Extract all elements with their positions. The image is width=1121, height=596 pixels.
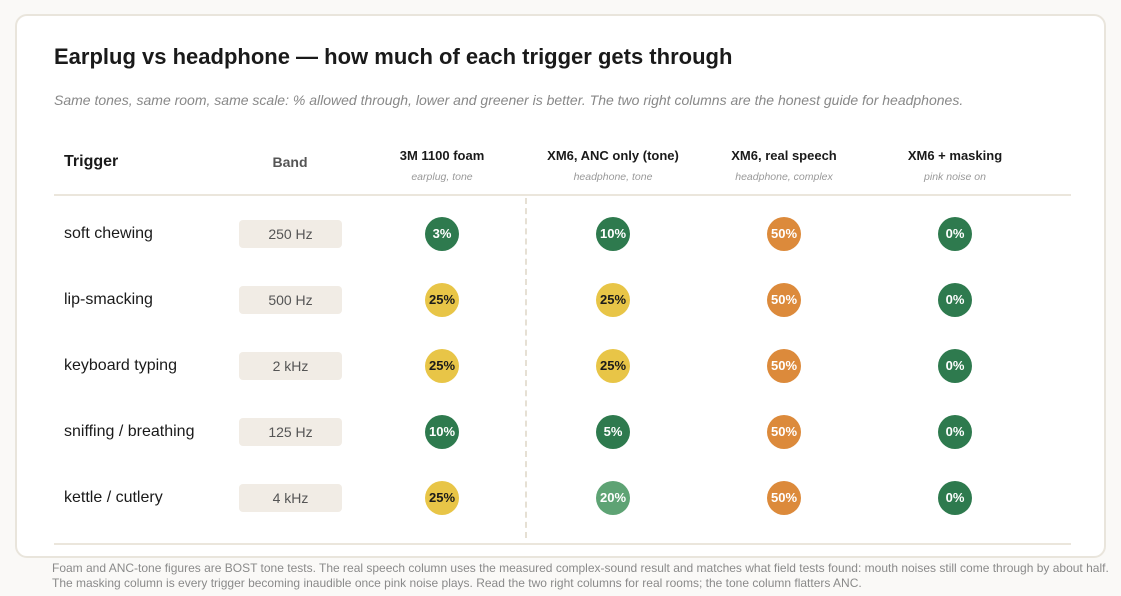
trigger-name: lip-smacking	[64, 291, 153, 308]
value-dot-real-speech: 50%	[767, 481, 801, 515]
header-foam-label: 3M 1100 foam	[399, 148, 485, 163]
table-row: soft chewing 250 Hz 3% 10% 50% 0%	[17, 216, 1108, 282]
header-foam: 3M 1100 foam earplug, tone	[347, 148, 537, 183]
header-real-speech-label: XM6, real speech	[731, 148, 837, 163]
value-dot-masking: 0%	[938, 415, 972, 449]
comparison-card: Earplug vs headphone — how much of each …	[15, 14, 1106, 558]
trigger-name: kettle / cutlery	[64, 489, 163, 506]
value-dot-anc-tone: 5%	[596, 415, 630, 449]
value-dot-real-speech: 50%	[767, 283, 801, 317]
value-dot-foam: 25%	[425, 349, 459, 383]
value-dot-foam: 3%	[425, 217, 459, 251]
value-dot-real-speech: 50%	[767, 349, 801, 383]
header-divider	[54, 194, 1071, 196]
table-row: keyboard typing 2 kHz 25% 25% 50% 0%	[17, 348, 1108, 414]
header-trigger: Trigger	[64, 153, 119, 170]
header-anc-tone-label: XM6, ANC only (tone)	[547, 148, 679, 163]
trigger-name: sniffing / breathing	[64, 423, 195, 440]
value-dot-masking: 0%	[938, 283, 972, 317]
table-row: kettle / cutlery 4 kHz 25% 20% 50% 0%	[17, 480, 1108, 546]
header-masking-label: XM6 + masking	[907, 148, 1003, 163]
header-foam-sub: earplug, tone	[411, 171, 473, 183]
trigger-name: soft chewing	[64, 225, 153, 242]
header-real-speech-sub: headphone, complex	[735, 171, 833, 183]
column-separator	[525, 198, 527, 538]
band-pill: 500 Hz	[239, 286, 342, 314]
band-pill: 4 kHz	[239, 484, 342, 512]
value-dot-anc-tone: 20%	[596, 481, 630, 515]
header-anc-tone: XM6, ANC only (tone) headphone, tone	[518, 148, 708, 183]
header-masking-sub: pink noise on	[924, 171, 986, 183]
value-dot-real-speech: 50%	[767, 217, 801, 251]
value-dot-foam: 25%	[425, 481, 459, 515]
value-dot-foam: 25%	[425, 283, 459, 317]
value-dot-anc-tone: 25%	[596, 349, 630, 383]
header-band: Band	[272, 154, 308, 170]
header-real-speech: XM6, real speech headphone, complex	[689, 148, 879, 183]
value-dot-anc-tone: 10%	[596, 217, 630, 251]
trigger-name: keyboard typing	[64, 357, 177, 374]
value-dot-masking: 0%	[938, 349, 972, 383]
table-bottom-divider	[54, 543, 1071, 545]
page-title: Earplug vs headphone — how much of each …	[54, 44, 733, 69]
table-row: sniffing / breathing 125 Hz 10% 5% 50% 0%	[17, 414, 1108, 480]
band-pill: 125 Hz	[239, 418, 342, 446]
table-row: lip-smacking 500 Hz 25% 25% 50% 0%	[17, 282, 1108, 348]
value-dot-masking: 0%	[938, 217, 972, 251]
value-dot-real-speech: 50%	[767, 415, 801, 449]
page-subtitle: Same tones, same room, same scale: % all…	[54, 92, 964, 108]
value-dot-foam: 10%	[425, 415, 459, 449]
header-anc-tone-sub: headphone, tone	[573, 171, 653, 183]
band-pill: 2 kHz	[239, 352, 342, 380]
value-dot-masking: 0%	[938, 481, 972, 515]
footnote: Foam and ANC-tone figures are BOST tone …	[52, 561, 1109, 590]
band-pill: 250 Hz	[239, 220, 342, 248]
value-dot-anc-tone: 25%	[596, 283, 630, 317]
header-masking: XM6 + masking pink noise on	[860, 148, 1050, 183]
